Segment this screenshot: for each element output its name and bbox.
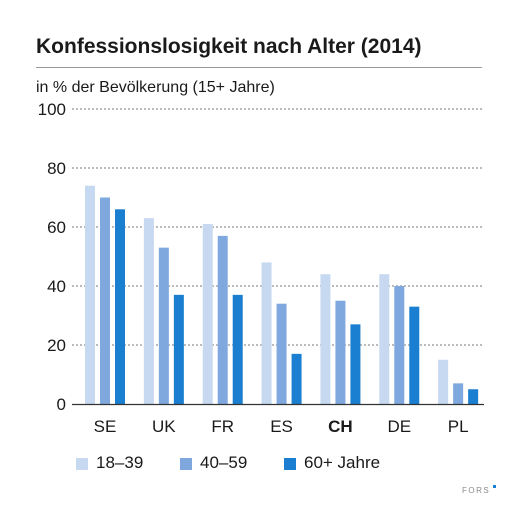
x-tick-label-pl: PL bbox=[448, 417, 469, 436]
x-tick-label-es: ES bbox=[270, 417, 293, 436]
bar-pl-series-1 bbox=[438, 359, 449, 404]
y-tick-label-40: 40 bbox=[47, 277, 66, 296]
bar-pl-series-3 bbox=[468, 389, 479, 404]
bar-fr-series-3 bbox=[232, 294, 243, 404]
bar-pl-series-2 bbox=[453, 383, 464, 404]
bar-ch-series-3 bbox=[350, 324, 361, 404]
bar-uk-series-1 bbox=[143, 218, 154, 404]
y-tick-label-80: 80 bbox=[47, 159, 66, 178]
bar-fr-series-1 bbox=[202, 224, 213, 404]
bar-se-series-1 bbox=[85, 185, 95, 404]
x-tick-label-de: DE bbox=[387, 417, 411, 436]
x-tick-label-se: SE bbox=[94, 417, 117, 436]
legend-swatch-60-plus bbox=[284, 458, 296, 470]
y-tick-label-60: 60 bbox=[47, 218, 66, 237]
bar-es-series-1 bbox=[261, 262, 272, 404]
x-tick-label-fr: FR bbox=[211, 417, 234, 436]
bar-se-series-2 bbox=[100, 197, 110, 404]
y-tick-label-20: 20 bbox=[47, 336, 66, 355]
legend-label-60-plus: 60+ Jahre bbox=[304, 453, 381, 472]
x-tick-label-uk: UK bbox=[152, 417, 176, 436]
title-rule bbox=[36, 67, 482, 68]
legend-label-18-39: 18–39 bbox=[96, 453, 144, 472]
chart-title: Konfessionslosigkeit nach Alter (2014) bbox=[36, 35, 422, 58]
legend-swatch-40-59 bbox=[180, 458, 192, 470]
chart-subtitle: in % der Bevölkerung (15+ Jahre) bbox=[36, 79, 275, 96]
bar-uk-series-3 bbox=[173, 294, 184, 404]
bar-de-series-2 bbox=[394, 286, 405, 404]
bar-de-series-1 bbox=[379, 274, 390, 404]
y-tick-label-100: 100 bbox=[38, 100, 66, 119]
bar-ch-series-1 bbox=[320, 274, 331, 404]
bar-de-series-3 bbox=[409, 306, 420, 404]
legend-label-40-59: 40–59 bbox=[200, 453, 248, 472]
bar-chart: 0 20 40 60 80 100 SE UK FR ES CH DE PL bbox=[38, 100, 484, 436]
bar-uk-series-2 bbox=[158, 247, 169, 404]
bar-se-series-3 bbox=[115, 209, 125, 404]
y-tick-label-0: 0 bbox=[57, 395, 66, 414]
x-tick-label-ch: CH bbox=[328, 417, 353, 436]
bar-es-series-3 bbox=[291, 353, 302, 404]
bar-ch-series-2 bbox=[335, 300, 346, 404]
bar-fr-series-2 bbox=[217, 235, 228, 404]
legend-swatch-18-39 bbox=[76, 458, 88, 470]
fors-logo-dot bbox=[493, 485, 496, 488]
fors-logo: FORS bbox=[462, 486, 491, 495]
bar-es-series-2 bbox=[276, 303, 287, 404]
